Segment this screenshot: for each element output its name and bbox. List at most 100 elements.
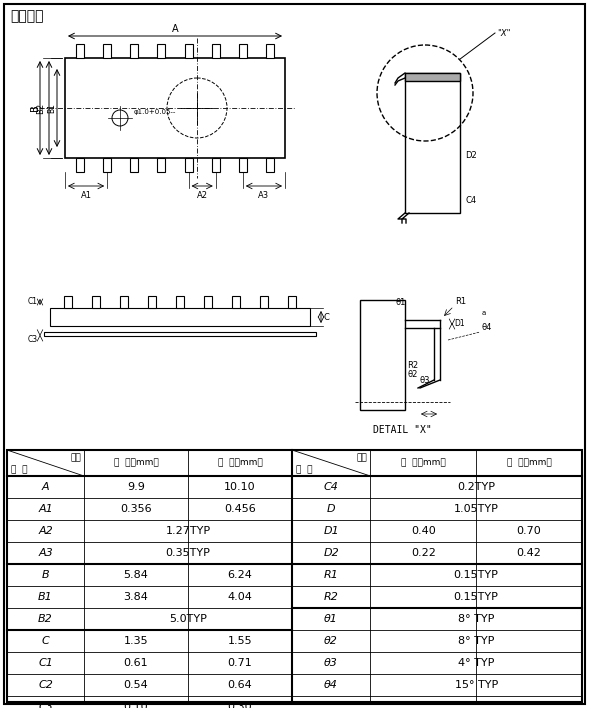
Text: 0.71: 0.71 xyxy=(227,658,252,668)
Text: C2: C2 xyxy=(38,680,53,690)
Text: 0.2TYP: 0.2TYP xyxy=(457,482,495,492)
Text: 0.70: 0.70 xyxy=(517,526,541,536)
Text: A3: A3 xyxy=(38,548,53,558)
Text: C1: C1 xyxy=(28,297,38,307)
Text: 1.27TYP: 1.27TYP xyxy=(166,526,210,536)
Text: D2: D2 xyxy=(465,151,477,160)
Text: 0.30: 0.30 xyxy=(228,702,252,708)
Bar xyxy=(176,296,184,308)
Text: 尺寸: 尺寸 xyxy=(356,453,368,462)
Text: A3: A3 xyxy=(259,191,270,200)
Bar xyxy=(76,44,84,58)
Text: R2: R2 xyxy=(324,592,339,602)
Text: θ3: θ3 xyxy=(324,658,338,668)
Bar xyxy=(92,296,100,308)
Bar xyxy=(232,296,240,308)
Text: A2: A2 xyxy=(197,191,208,200)
Bar xyxy=(103,158,111,172)
Text: 0.35TYP: 0.35TYP xyxy=(166,548,210,558)
Text: θ4: θ4 xyxy=(482,323,492,332)
Text: A2: A2 xyxy=(38,526,53,536)
Text: φ1.0+0.05--: φ1.0+0.05-- xyxy=(134,109,176,115)
Bar xyxy=(360,300,405,410)
Bar xyxy=(157,44,166,58)
Text: C4: C4 xyxy=(465,196,476,205)
Text: 5.0TYP: 5.0TYP xyxy=(169,614,207,624)
Text: θ2: θ2 xyxy=(324,636,338,646)
Text: B2: B2 xyxy=(36,103,45,113)
Text: 5.84: 5.84 xyxy=(124,570,148,580)
Bar xyxy=(405,73,460,81)
Bar xyxy=(239,44,247,58)
Bar xyxy=(50,308,310,326)
Text: R2: R2 xyxy=(407,361,418,370)
Text: 0.22: 0.22 xyxy=(411,548,436,558)
Text: 8° TYP: 8° TYP xyxy=(458,614,494,624)
Text: R1: R1 xyxy=(324,570,339,580)
Text: 0.54: 0.54 xyxy=(124,680,148,690)
Text: 标  注: 标 注 xyxy=(11,465,28,474)
Text: A1: A1 xyxy=(38,504,53,514)
Text: θ1: θ1 xyxy=(324,614,338,624)
Text: "X": "X" xyxy=(497,28,511,38)
Text: 最  小（mm）: 最 小（mm） xyxy=(401,459,446,467)
Text: DETAIL "X": DETAIL "X" xyxy=(373,425,432,435)
Text: θ1: θ1 xyxy=(395,298,405,307)
Text: 10.10: 10.10 xyxy=(224,482,256,492)
Bar xyxy=(120,296,128,308)
Text: 1.05TYP: 1.05TYP xyxy=(454,504,498,514)
Text: 4° TYP: 4° TYP xyxy=(458,658,494,668)
Text: C4: C4 xyxy=(324,482,339,492)
Text: a: a xyxy=(482,310,487,316)
Text: B1: B1 xyxy=(38,592,53,602)
Text: 标  注: 标 注 xyxy=(296,465,313,474)
Text: 4.04: 4.04 xyxy=(227,592,253,602)
Bar xyxy=(266,158,274,172)
Text: 0.10: 0.10 xyxy=(124,702,148,708)
Text: D1: D1 xyxy=(454,319,465,329)
Text: 最  小（mm）: 最 小（mm） xyxy=(114,459,158,467)
Text: 9.9: 9.9 xyxy=(127,482,145,492)
Text: C3: C3 xyxy=(38,702,53,708)
Bar xyxy=(211,158,220,172)
Text: C3: C3 xyxy=(28,336,38,345)
Text: 3.84: 3.84 xyxy=(124,592,148,602)
Text: 8° TYP: 8° TYP xyxy=(458,636,494,646)
Text: B: B xyxy=(30,105,40,111)
Text: 0.42: 0.42 xyxy=(517,548,541,558)
Text: D2: D2 xyxy=(323,548,339,558)
Bar xyxy=(76,158,84,172)
Text: D: D xyxy=(327,504,336,514)
Text: 0.456: 0.456 xyxy=(224,504,256,514)
Bar xyxy=(157,158,166,172)
Text: A1: A1 xyxy=(81,191,91,200)
Bar xyxy=(64,296,72,308)
Text: 0.61: 0.61 xyxy=(124,658,148,668)
Text: 0.15TYP: 0.15TYP xyxy=(454,570,498,580)
Text: 最  大（mm）: 最 大（mm） xyxy=(217,459,262,467)
Text: 0.15TYP: 0.15TYP xyxy=(454,592,498,602)
Bar xyxy=(148,296,156,308)
Bar xyxy=(7,450,582,702)
Bar xyxy=(184,158,193,172)
Text: 6.24: 6.24 xyxy=(227,570,253,580)
Text: θ2: θ2 xyxy=(407,370,418,379)
Text: B1: B1 xyxy=(47,103,56,113)
Bar xyxy=(260,296,268,308)
Text: 15° TYP: 15° TYP xyxy=(455,680,498,690)
Text: 1.35: 1.35 xyxy=(124,636,148,646)
Bar xyxy=(204,296,212,308)
Text: D1: D1 xyxy=(323,526,339,536)
Bar xyxy=(211,44,220,58)
Text: C: C xyxy=(324,312,330,321)
Text: 0.64: 0.64 xyxy=(227,680,252,690)
Bar xyxy=(184,44,193,58)
Text: 尺寸: 尺寸 xyxy=(70,453,81,462)
Text: θ3: θ3 xyxy=(419,376,429,385)
Bar xyxy=(239,158,247,172)
Text: C1: C1 xyxy=(38,658,53,668)
Text: 最  大（mm）: 最 大（mm） xyxy=(507,459,551,467)
Bar xyxy=(405,73,460,213)
Bar xyxy=(266,44,274,58)
Text: 1.55: 1.55 xyxy=(228,636,252,646)
